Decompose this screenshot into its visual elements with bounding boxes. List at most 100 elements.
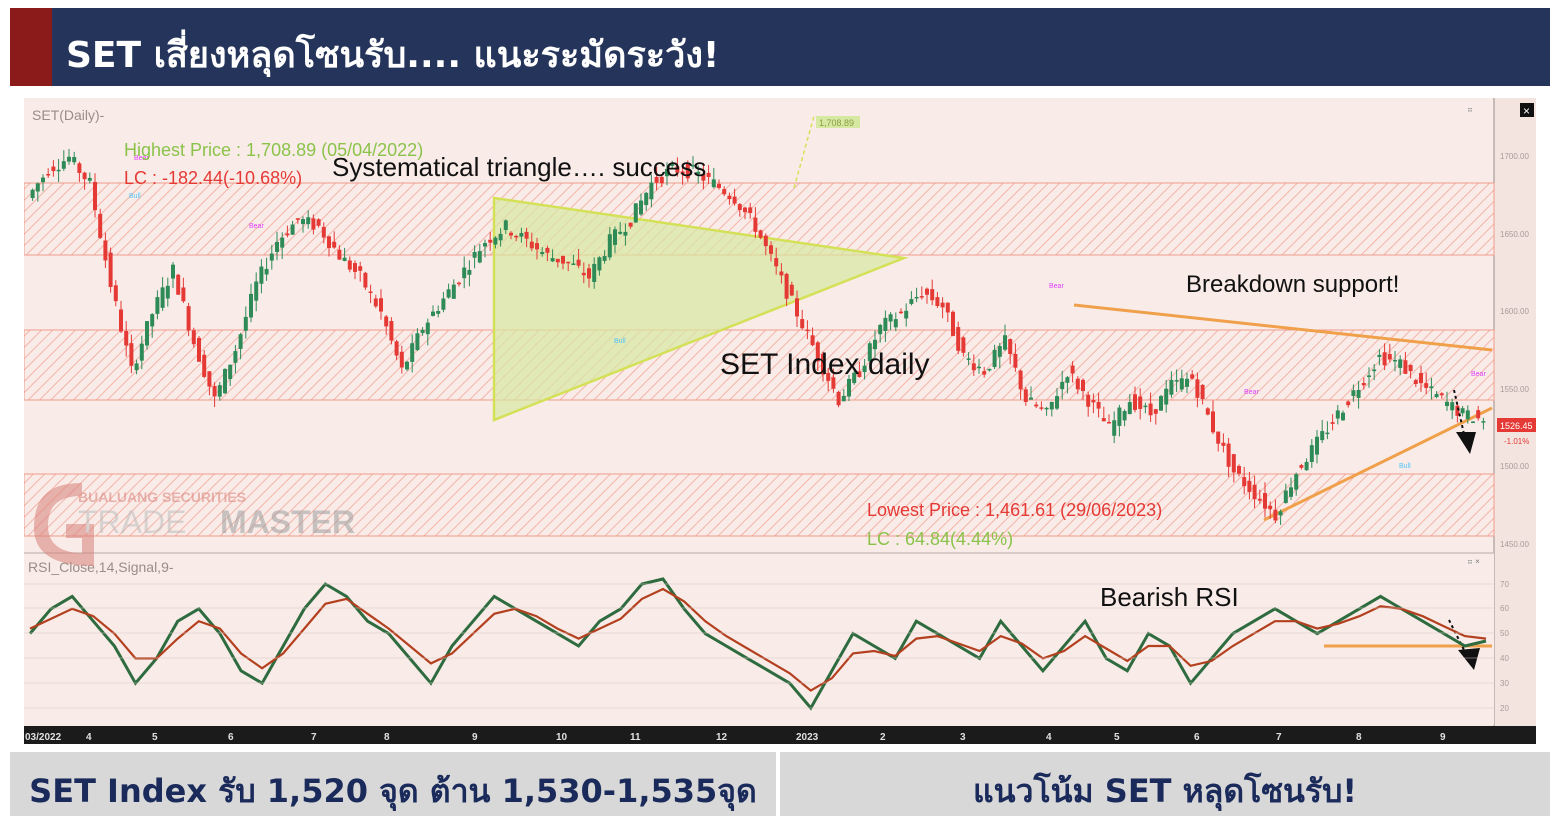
close-button[interactable] xyxy=(1520,103,1534,117)
candle-body xyxy=(836,391,841,406)
set-chart[interactable]: 1,708.89 Bear Bear Bear Bear Bear Bull Bull Bul… xyxy=(24,98,1536,744)
candle-body xyxy=(779,271,784,276)
candle-body xyxy=(446,289,451,298)
candle-body xyxy=(987,368,992,371)
candle-body xyxy=(737,204,742,210)
candle-body xyxy=(1382,352,1387,366)
x-tick-label: 10 xyxy=(556,732,568,743)
bearish-rsi-label: Bearish RSI xyxy=(1100,582,1239,612)
footer-support-box: SET Index รับ 1,520 จุด ต้าน 1,530-1,535… xyxy=(10,752,776,816)
candle-body xyxy=(1341,412,1345,421)
candle-body xyxy=(503,220,508,230)
candle-body xyxy=(1242,477,1247,487)
header-accent xyxy=(10,8,52,86)
candle-body xyxy=(1325,432,1330,435)
candle-body xyxy=(639,200,643,215)
candle-body xyxy=(1008,339,1013,355)
candle-body xyxy=(555,258,560,263)
candle-body xyxy=(295,218,300,220)
candle-body xyxy=(1273,509,1278,521)
candle-body xyxy=(1039,407,1044,409)
candle-body xyxy=(202,354,207,377)
rsi-menu-icon[interactable]: ⠶ × xyxy=(1467,557,1480,566)
candle-body xyxy=(197,337,201,362)
y-tick-label: 1450.00 xyxy=(1500,540,1529,549)
candle-body xyxy=(212,386,217,397)
watermark-trade: TRADE xyxy=(78,504,186,540)
candle-body xyxy=(852,372,857,384)
rsi-line xyxy=(28,577,1487,711)
candle-body xyxy=(1335,410,1340,419)
bull-signal: Bull xyxy=(614,338,626,345)
candle-body xyxy=(602,256,607,261)
candle-body xyxy=(353,263,357,272)
y-tick-label: 1500.00 xyxy=(1500,462,1529,471)
candle-body xyxy=(451,284,456,299)
candle-body xyxy=(1075,378,1080,390)
candles: Bear Bear Bear Bear Bear Bull Bull Bull xyxy=(30,149,1486,525)
close-icon[interactable]: × xyxy=(1523,104,1530,118)
candle-body xyxy=(841,395,846,402)
candle-body xyxy=(945,302,950,313)
candle-body xyxy=(145,321,149,346)
candle-body xyxy=(675,166,680,173)
candle-body xyxy=(514,235,519,238)
y-axis-ticks: 1700.00 1650.00 1600.00 1550.00 1500.00 1450.… xyxy=(1500,152,1529,549)
rsi-pane xyxy=(24,553,1494,725)
candle-body xyxy=(618,231,623,234)
candle-body xyxy=(706,172,711,178)
candle-body xyxy=(1029,397,1033,400)
candle-body xyxy=(1018,370,1023,390)
candle-body xyxy=(919,296,924,298)
candle-body xyxy=(815,342,820,362)
set-index-daily-label: SET Index daily xyxy=(720,348,930,381)
candle-body xyxy=(847,378,851,397)
rsi-signal-line xyxy=(29,587,1487,692)
candle-body xyxy=(1257,498,1262,501)
rsi-axis-ticks: 70 60 50 40 30 20 xyxy=(24,580,1509,713)
candle-body xyxy=(1408,364,1413,372)
rsi-tick-label: 40 xyxy=(1500,654,1509,663)
price-down-arrow xyxy=(1453,389,1465,435)
candle-body xyxy=(831,377,836,389)
chart-panel[interactable]: 1,708.89 Bear Bear Bear Bear Bear Bull Bull Bul… xyxy=(24,98,1536,744)
candle-body xyxy=(951,311,955,336)
price-arrow-head xyxy=(1456,432,1476,454)
candle-body xyxy=(961,337,966,353)
candle-body xyxy=(441,298,446,310)
candle-body xyxy=(509,232,513,236)
candle-body xyxy=(35,183,40,192)
candle-body xyxy=(1309,445,1314,462)
candle-body xyxy=(233,351,238,363)
candle-body xyxy=(61,161,66,169)
candle-body xyxy=(644,192,649,206)
candle-body xyxy=(285,233,290,236)
candle-body xyxy=(436,311,441,314)
highest-price-label: Highest Price : 1,708.89 (05/04/2022) xyxy=(124,140,423,160)
candle-body xyxy=(1445,401,1449,407)
pane-menu-icon[interactable]: ⠶ xyxy=(1467,105,1473,114)
candle-body xyxy=(1247,480,1252,492)
candle-body xyxy=(394,341,399,356)
candle-body xyxy=(1117,407,1122,426)
candle-body xyxy=(1367,375,1371,378)
candle-body xyxy=(1351,390,1356,396)
candle-body xyxy=(332,241,337,248)
candle-body xyxy=(243,316,248,331)
candle-body xyxy=(223,369,227,394)
candle-body xyxy=(93,181,97,211)
candle-body xyxy=(763,235,768,247)
candle-body xyxy=(119,309,123,332)
candle-body xyxy=(1143,405,1148,408)
candle-body xyxy=(399,351,404,368)
candle-body xyxy=(592,263,597,282)
candle-body xyxy=(1377,354,1382,357)
candle-body xyxy=(191,330,196,345)
candle-body xyxy=(1023,389,1028,402)
candle-body xyxy=(1034,404,1039,407)
candle-body xyxy=(420,329,425,333)
candle-body xyxy=(358,266,363,271)
candle-body xyxy=(654,176,659,183)
candle-body xyxy=(249,293,253,318)
candle-body xyxy=(914,296,919,299)
